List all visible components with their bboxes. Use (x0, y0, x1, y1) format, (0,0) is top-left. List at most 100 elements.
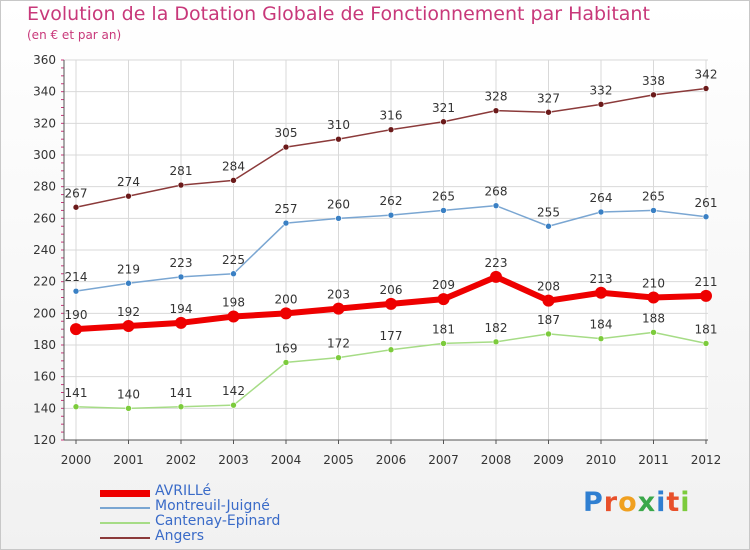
x-tick-label: 2010 (586, 453, 617, 467)
data-point (282, 143, 290, 151)
y-tick-label: 200 (33, 306, 56, 320)
legend-swatch-avrille (100, 490, 150, 497)
logo-letter: r (603, 487, 619, 518)
y-tick-label: 280 (33, 180, 56, 194)
data-point (385, 297, 397, 310)
axes: 120 140 160 180 200 220 240 260 280 300 320 340 360 2… (33, 53, 721, 467)
data-label: 192 (117, 305, 140, 319)
data-label: 332 (590, 83, 613, 97)
x-tick-label: 2009 (533, 453, 564, 467)
data-point (125, 192, 132, 200)
y-tick-label: 160 (33, 370, 56, 384)
data-point (335, 135, 342, 143)
chart-subtitle: (en € et par an) (27, 28, 122, 42)
data-label: 267 (65, 186, 88, 200)
y-tick-label: 260 (33, 211, 56, 225)
data-point (440, 118, 447, 126)
legend-item-avrille: AVRILLé (100, 483, 430, 501)
data-point (230, 401, 237, 409)
data-label: 338 (642, 74, 665, 88)
data-label: 274 (117, 175, 140, 189)
data-label: 200 (275, 292, 298, 306)
x-tick-label: 2011 (638, 453, 669, 467)
data-point (335, 354, 342, 361)
legend-item-montreuil-juigne: Montreuil-Juigné (100, 498, 430, 516)
logo-letter: o (618, 487, 638, 518)
legend-label-angers: Angers (155, 528, 204, 544)
data-label: 141 (170, 386, 193, 400)
y-tick-label: 240 (33, 243, 56, 257)
data-label: 265 (432, 189, 455, 203)
logo-letter: P (583, 487, 604, 518)
data-point (177, 403, 185, 411)
data-label: 316 (380, 109, 403, 123)
y-tick-label: 340 (33, 85, 56, 99)
data-label: 188 (642, 311, 665, 325)
data-point (177, 181, 185, 189)
data-label: 169 (275, 341, 298, 355)
data-point (440, 207, 447, 214)
data-point (700, 289, 712, 302)
data-label: 182 (485, 321, 508, 335)
chart-title: Evolution de la Dotation Globale de Fonc… (27, 3, 650, 25)
data-label: 223 (485, 256, 508, 270)
grid-lines (64, 59, 708, 441)
data-point (230, 270, 237, 278)
data-point (175, 316, 187, 329)
data-point (542, 294, 555, 307)
data-label: 260 (327, 197, 350, 211)
data-point (72, 287, 80, 295)
data-point (387, 126, 395, 133)
data-point (647, 291, 660, 304)
data-point (282, 359, 290, 366)
data-point (702, 340, 710, 347)
data-label: 140 (117, 387, 140, 401)
data-point (125, 405, 132, 412)
x-tick-label: 2005 (323, 453, 354, 467)
legend-item-cantenay-epinard: Cantenay-Epinard (100, 513, 430, 531)
logo-letter: i (680, 487, 691, 518)
data-point (122, 320, 135, 332)
data-point (387, 211, 395, 219)
data-label: 265 (642, 189, 665, 203)
data-point (492, 107, 500, 114)
data-point (492, 338, 500, 346)
data-label: 261 (695, 196, 718, 210)
legend-label-cantenay-epinard: Cantenay-Epinard (155, 513, 281, 529)
data-label: 255 (537, 205, 560, 219)
data-label: 184 (590, 318, 613, 332)
data-point (545, 222, 552, 230)
data-label: 219 (117, 262, 140, 276)
x-tick-label: 2006 (376, 453, 407, 467)
data-label: 172 (327, 337, 350, 351)
data-label: 268 (485, 185, 508, 199)
data-point (597, 208, 605, 216)
data-label: 214 (65, 270, 88, 284)
logo-letter: x (637, 487, 657, 518)
legend-swatch-cantenay-epinard (100, 522, 150, 524)
data-point (490, 270, 502, 283)
x-tick-label: 2004 (271, 453, 302, 467)
data-point (650, 329, 657, 336)
data-label: 198 (222, 296, 245, 310)
data-point (597, 335, 605, 342)
data-point (227, 310, 240, 323)
data-point (650, 91, 657, 99)
data-label: 190 (65, 308, 88, 322)
data-label: 206 (380, 283, 403, 297)
data-point (437, 293, 450, 306)
x-tick-label: 2002 (166, 453, 197, 467)
x-tick-label: 2008 (481, 453, 512, 467)
data-label: 187 (537, 313, 560, 327)
data-point (125, 279, 132, 287)
data-point (335, 215, 342, 222)
y-tick-label: 140 (33, 401, 56, 415)
proxiti-logo: Proxiti (583, 487, 691, 518)
x-tick-label: 2007 (428, 453, 459, 467)
data-label: 284 (222, 159, 245, 173)
data-label: 264 (590, 191, 613, 205)
data-point (230, 177, 237, 184)
data-label: 327 (537, 91, 560, 105)
data-label: 177 (380, 329, 403, 343)
